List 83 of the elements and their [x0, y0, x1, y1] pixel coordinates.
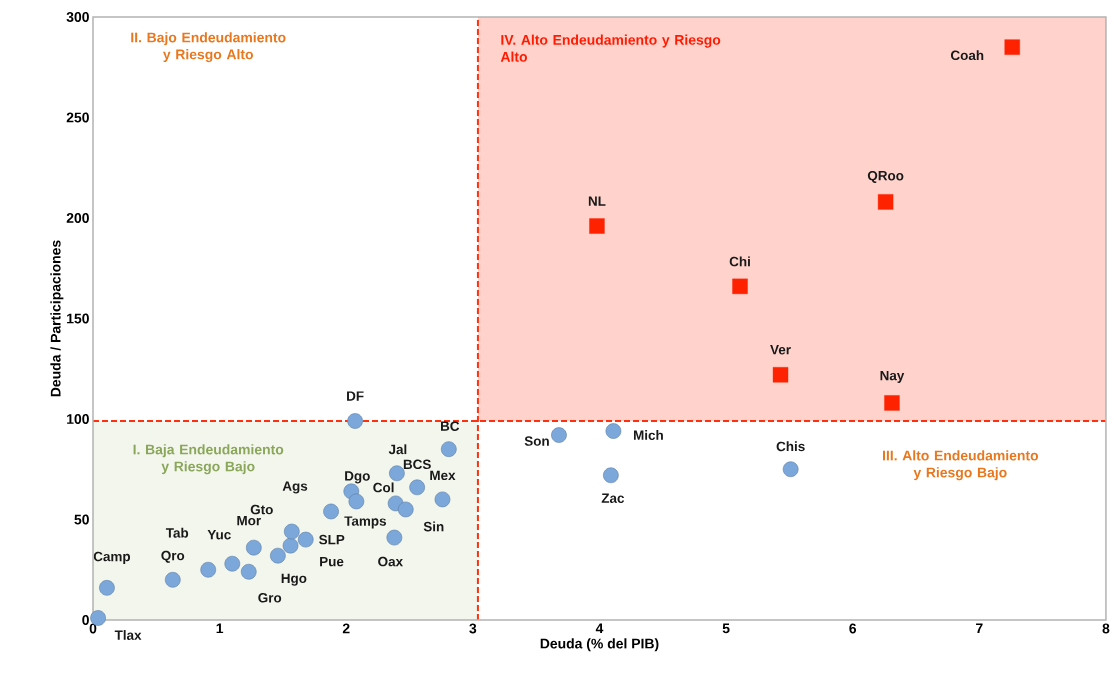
annotation: II. Bajo Endeudamiento y Riesgo Alto [131, 32, 286, 63]
x-tick-label: 6 [849, 623, 857, 634]
annotation: Ags [282, 481, 308, 494]
annotation: BCS [403, 459, 431, 470]
annotation: DF [347, 391, 364, 401]
point [441, 441, 457, 457]
annotation: Tlax [114, 630, 142, 640]
y-tick-label: 50 [74, 514, 89, 525]
annotation: Hgo [281, 573, 307, 586]
annotation: Qro [161, 550, 185, 563]
point [348, 493, 365, 510]
point [164, 572, 181, 588]
annotation: Nay [880, 370, 905, 383]
point [1004, 39, 1020, 55]
y-tick-label: 150 [67, 313, 89, 324]
annotation: Chi [729, 256, 750, 267]
annotation: BC [440, 421, 460, 431]
annotation: Zac [601, 493, 625, 503]
annotation: Yuc [207, 530, 231, 540]
point [270, 547, 286, 564]
x-tick-label: 3 [469, 623, 477, 634]
x-tick-label: 2 [342, 623, 350, 634]
point [782, 461, 799, 478]
annotation: Dgo [345, 471, 370, 484]
point [605, 423, 622, 439]
point [397, 501, 414, 518]
x-tick-label: 4 [595, 623, 604, 634]
point [200, 561, 217, 578]
point [732, 278, 748, 295]
point [347, 413, 363, 429]
y-axis-title: Deuda / Participaciones [50, 240, 64, 397]
annotation: Oax [378, 556, 403, 567]
point [603, 467, 619, 484]
annotation: IV. Alto Endeudamiento y Riesgo Alto [500, 34, 721, 62]
x-tick-label: 7 [976, 623, 983, 634]
annotation: Camp [93, 551, 131, 564]
annotation: I. Baja Endeudamiento y Riesgo Bajo [133, 444, 284, 475]
annotation: Col [373, 482, 394, 493]
y-tick-label: 100 [67, 414, 89, 424]
x-tick-label: 5 [722, 623, 730, 634]
annotation: Tamps [344, 516, 386, 529]
point [884, 395, 900, 411]
point [386, 529, 403, 546]
annotation: Sin [423, 521, 444, 532]
point [434, 491, 451, 508]
y-tick-label: 250 [66, 112, 89, 123]
annotation: Ver [770, 345, 791, 355]
x-tick-label: 0 [89, 623, 97, 634]
y-tick-label: 300 [66, 12, 89, 22]
x-axis-title: Deuda (% del PIB) [540, 638, 659, 652]
annotation: Gto [250, 504, 273, 515]
point [409, 479, 425, 496]
point [389, 465, 405, 482]
y-tick-label: 0 [82, 615, 89, 625]
annotation: Tab [165, 527, 189, 538]
annotation: NL [588, 196, 606, 206]
x-tick-label: 1 [216, 623, 224, 634]
point [246, 539, 262, 556]
point [323, 503, 339, 520]
annotation: Jal [388, 444, 407, 455]
annotation: Gro [258, 593, 282, 603]
x-tick-label: 8 [1102, 623, 1110, 634]
point [877, 194, 894, 210]
annotation: Mich [633, 430, 663, 440]
annotation: SLP [319, 534, 345, 545]
point [589, 218, 605, 234]
point [282, 537, 299, 554]
annotation: Mor [237, 515, 261, 526]
annotation: Chis [776, 441, 805, 452]
point [297, 531, 314, 548]
point [224, 555, 241, 572]
annotation: QRoo [867, 170, 904, 183]
annotation: Mex [430, 470, 456, 481]
annotation: III. Alto Endeudamiento y Riesgo Bajo [883, 450, 1039, 481]
point [99, 580, 115, 596]
annotation: Coah [950, 50, 984, 61]
y-tick-label: 200 [66, 213, 89, 223]
point [551, 427, 567, 443]
point [283, 523, 300, 540]
point [240, 563, 257, 580]
annotation: Son [524, 436, 549, 446]
annotation: Pue [320, 556, 344, 567]
point [772, 367, 789, 383]
